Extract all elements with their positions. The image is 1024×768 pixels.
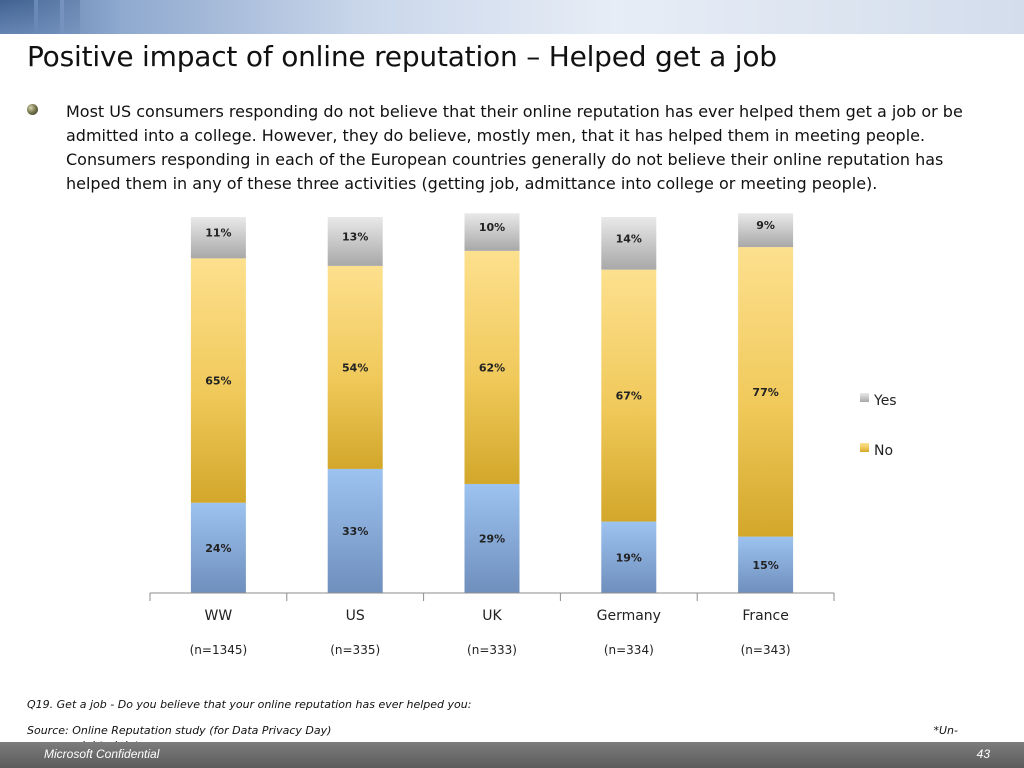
page-number: 43 xyxy=(976,747,990,761)
data-label-base-germany: 19% xyxy=(616,551,642,564)
banner-building-graphic xyxy=(0,0,34,34)
data-label-base-us: 33% xyxy=(342,525,368,538)
bar-segment-base-us xyxy=(327,468,383,593)
bar-group: 24% 65% 11% 33% 54% 13% 29% 62% 10% 19% 67% 14% 15% 7… xyxy=(190,213,794,593)
source-note: Source: Online Reputation study (for Dat… xyxy=(27,724,332,737)
sample-size-label-germany: (n=334) xyxy=(604,643,654,657)
bar-segment-base-france xyxy=(738,536,794,593)
bar-segment-no-ww xyxy=(190,258,246,503)
sample-size-label-ww: (n=1345) xyxy=(190,643,248,657)
data-label-yes-france: 9% xyxy=(756,219,775,232)
x-tick-label-ww: WW xyxy=(205,608,233,624)
data-label-yes-us: 13% xyxy=(342,230,368,243)
banner-building-graphic xyxy=(64,0,80,34)
footer-bar xyxy=(0,742,1024,768)
bar-segment-no-uk xyxy=(464,250,520,484)
legend-label-yes: Yes xyxy=(873,393,897,409)
bar-segment-no-france xyxy=(738,247,794,537)
bar-segment-base-germany xyxy=(601,521,657,593)
data-label-yes-uk: 10% xyxy=(479,221,505,234)
data-label-base-uk: 29% xyxy=(479,532,505,545)
legend-swatch-no xyxy=(860,443,869,452)
bar-segment-yes-uk xyxy=(464,213,520,251)
data-label-base-france: 15% xyxy=(752,559,778,572)
data-label-no-uk: 62% xyxy=(479,361,505,374)
bullet-icon xyxy=(27,104,38,115)
x-tick-label-uk: UK xyxy=(482,608,502,624)
slide-title: Positive impact of online reputation – H… xyxy=(27,40,777,73)
bar-segment-base-uk xyxy=(464,483,520,593)
bar-segment-no-us xyxy=(327,265,383,469)
data-label-no-ww: 65% xyxy=(205,375,231,388)
data-label-no-germany: 67% xyxy=(616,390,642,403)
data-label-no-us: 54% xyxy=(342,361,368,374)
x-tick-label-germany: Germany xyxy=(597,608,661,624)
bar-segment-base-ww xyxy=(190,502,246,593)
bar-segment-no-germany xyxy=(601,269,657,522)
banner-building-graphic xyxy=(38,0,60,34)
bar-segment-yes-germany xyxy=(601,217,657,270)
legend: Yes No xyxy=(860,393,897,459)
question-footnote: Q19. Get a job - Do you believe that you… xyxy=(27,698,472,711)
sample-size-label-uk: (n=333) xyxy=(467,643,517,657)
data-label-no-france: 77% xyxy=(752,386,778,399)
data-label-base-ww: 24% xyxy=(205,542,231,555)
x-tick-label-france: France xyxy=(742,608,789,624)
footer-confidential-label: Microsoft Confidential xyxy=(44,747,160,761)
bar-segment-yes-france xyxy=(738,213,794,248)
bullet-text: Most US consumers responding do not beli… xyxy=(66,102,963,193)
sample-size-label-us: (n=335) xyxy=(330,643,380,657)
header-banner xyxy=(0,0,1024,34)
bar-segment-yes-ww xyxy=(190,217,246,259)
sample-size-label-france: (n=343) xyxy=(741,643,791,657)
x-axis: WW (n=1345) US (n=335) UK (n=333) Germany (n=33… xyxy=(149,592,835,657)
unweighted-note: *Un- xyxy=(933,724,959,737)
x-tick-label-us: US xyxy=(346,608,365,624)
legend-label-no: No xyxy=(874,443,893,459)
bar-segment-yes-us xyxy=(327,217,383,266)
data-label-yes-ww: 11% xyxy=(205,227,231,240)
data-label-yes-germany: 14% xyxy=(616,232,642,245)
legend-swatch-yes xyxy=(860,393,869,402)
